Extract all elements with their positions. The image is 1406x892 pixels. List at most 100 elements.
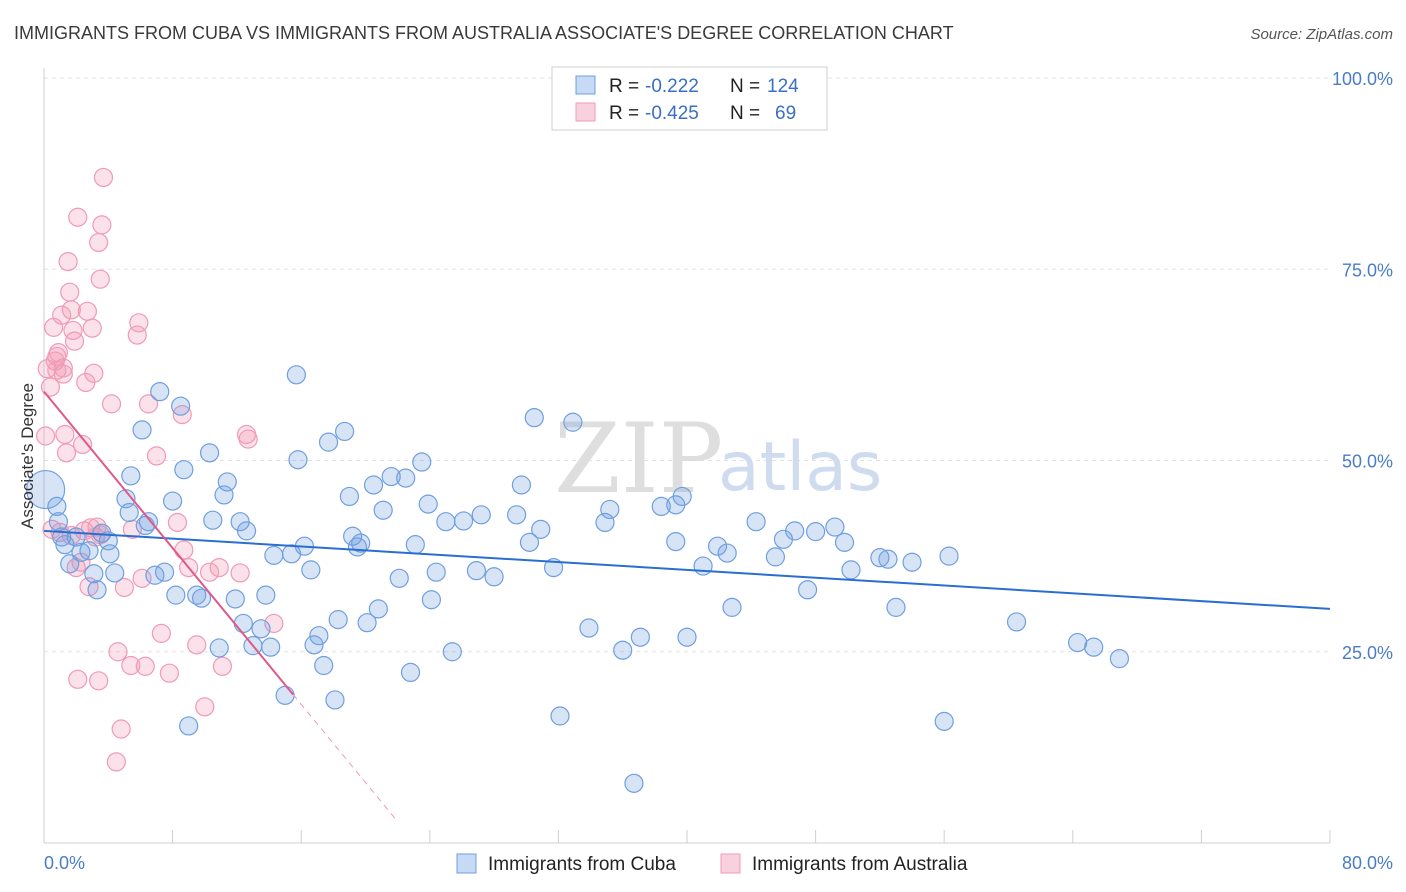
cuba-point-121 (1084, 637, 1104, 657)
australia-point-33 (101, 394, 122, 414)
cuba-point-95 (651, 496, 671, 516)
y-axis-label: Associate's Degree (18, 383, 37, 529)
cuba-point-105 (765, 547, 786, 567)
cuba-point-70 (405, 535, 425, 555)
chart-source: Source: ZipAtlas.com (1250, 26, 1393, 43)
australia-point-64 (81, 518, 101, 538)
cuba-point-83 (519, 532, 540, 552)
cuba-point-75 (436, 512, 456, 532)
cuba-point-17 (121, 466, 141, 486)
legend-swatch-australia (575, 102, 596, 122)
australia-point-11 (58, 252, 78, 272)
cuba-point-110 (825, 517, 845, 537)
cuba-point-30 (191, 588, 212, 608)
cuba-point-24 (163, 491, 183, 511)
cuba-point-5 (60, 554, 80, 574)
cuba-point-114 (878, 549, 898, 569)
cuba-point-54 (318, 432, 339, 452)
australia-point-57 (230, 563, 250, 583)
australia-point-35 (108, 642, 128, 662)
x-tick-max: 80.0% (1342, 853, 1393, 873)
cuba-point-116 (902, 552, 922, 572)
cuba-point-94 (630, 627, 650, 647)
cuba-point-0 (26, 469, 66, 510)
cuba-point-82 (511, 475, 532, 495)
australia-point-47 (159, 663, 179, 683)
cuba-point-2 (48, 512, 69, 532)
australia-point-52 (187, 635, 207, 655)
legend-cuba-r-label: R = (609, 76, 639, 97)
cuba-point-77 (453, 511, 474, 531)
australia-point-50 (174, 540, 194, 560)
y-tick-label-3: 100.0% (1332, 69, 1393, 89)
cuba-point-68 (396, 468, 416, 488)
cuba-point-4 (55, 535, 75, 555)
australia-point-43 (135, 656, 155, 676)
cuba-point-108 (797, 580, 818, 600)
australia-point-20 (72, 434, 93, 455)
watermark: ZIP atlas (554, 403, 882, 515)
bottom-legend-swatch-australia (720, 853, 741, 874)
cuba-point-41 (251, 619, 271, 639)
australia-point-56 (212, 656, 233, 676)
cuba-point-88 (563, 412, 583, 432)
cuba-point-66 (381, 466, 401, 487)
cuba-point-42 (256, 585, 276, 605)
australia-point-25 (84, 363, 104, 383)
australia-point-17 (68, 207, 88, 227)
cuba-point-28 (179, 716, 199, 736)
cuba-point-109 (805, 522, 826, 542)
bottom-legend-cuba: Immigrants from Cuba (488, 854, 676, 875)
australia-point-0 (36, 426, 56, 446)
cuba-point-10 (87, 580, 107, 600)
cuba-point-103 (722, 597, 742, 617)
cuba-point-80 (484, 567, 504, 587)
cuba-point-62 (357, 613, 377, 633)
cuba-point-104 (746, 512, 766, 532)
cuba-point-98 (666, 531, 686, 552)
cuba-point-86 (543, 557, 564, 578)
australia-point-22 (77, 301, 98, 321)
cuba-point-122 (1109, 649, 1130, 669)
cuba-point-113 (870, 548, 890, 568)
australia-point-48 (167, 512, 188, 533)
cuba-point-59 (343, 526, 363, 546)
cuba-point-81 (507, 505, 527, 525)
cuba-point-51 (304, 635, 324, 655)
cuba-point-43 (261, 637, 281, 657)
series-australia-points (36, 167, 284, 772)
australia-point-45 (146, 446, 167, 466)
cuba-point-119 (1006, 612, 1027, 632)
cuba-point-71 (412, 452, 432, 472)
australia-point-10 (56, 443, 77, 463)
cuba-point-16 (119, 502, 139, 523)
cuba-point-120 (1068, 632, 1088, 653)
cuba-point-99 (677, 627, 697, 647)
australia-trend-line (43, 391, 294, 696)
australia-point-37 (114, 577, 134, 598)
cuba-point-102 (717, 543, 737, 563)
trend-lines (43, 391, 1331, 822)
cuba-point-107 (785, 521, 805, 541)
cuba-point-18 (132, 420, 152, 440)
australia-point-18 (68, 669, 88, 689)
cuba-point-118 (939, 546, 959, 566)
cuba-point-74 (426, 562, 446, 582)
australia-point-28 (89, 671, 109, 691)
australia-point-15 (64, 331, 85, 351)
cuba-point-20 (138, 512, 159, 532)
chart-title: IMMIGRANTS FROM CUBA VS IMMIGRANTS FROM … (14, 23, 954, 43)
australia-point-68 (42, 519, 62, 539)
cuba-point-89 (579, 618, 599, 638)
cuba-trend-line (43, 529, 1331, 610)
australia-point-24 (82, 318, 102, 338)
y-tick-label-1: 50.0% (1342, 452, 1393, 472)
cuba-point-112 (841, 560, 861, 580)
australia-point-30 (90, 269, 110, 289)
cuba-point-115 (886, 597, 906, 617)
legend-australia-r-value: -0.425 (645, 103, 699, 124)
cuba-point-57 (335, 421, 355, 442)
legend-cuba-n-label: N = (730, 76, 760, 97)
y-tick-label-0: 25.0% (1342, 643, 1393, 663)
australia-point-67 (47, 346, 67, 367)
